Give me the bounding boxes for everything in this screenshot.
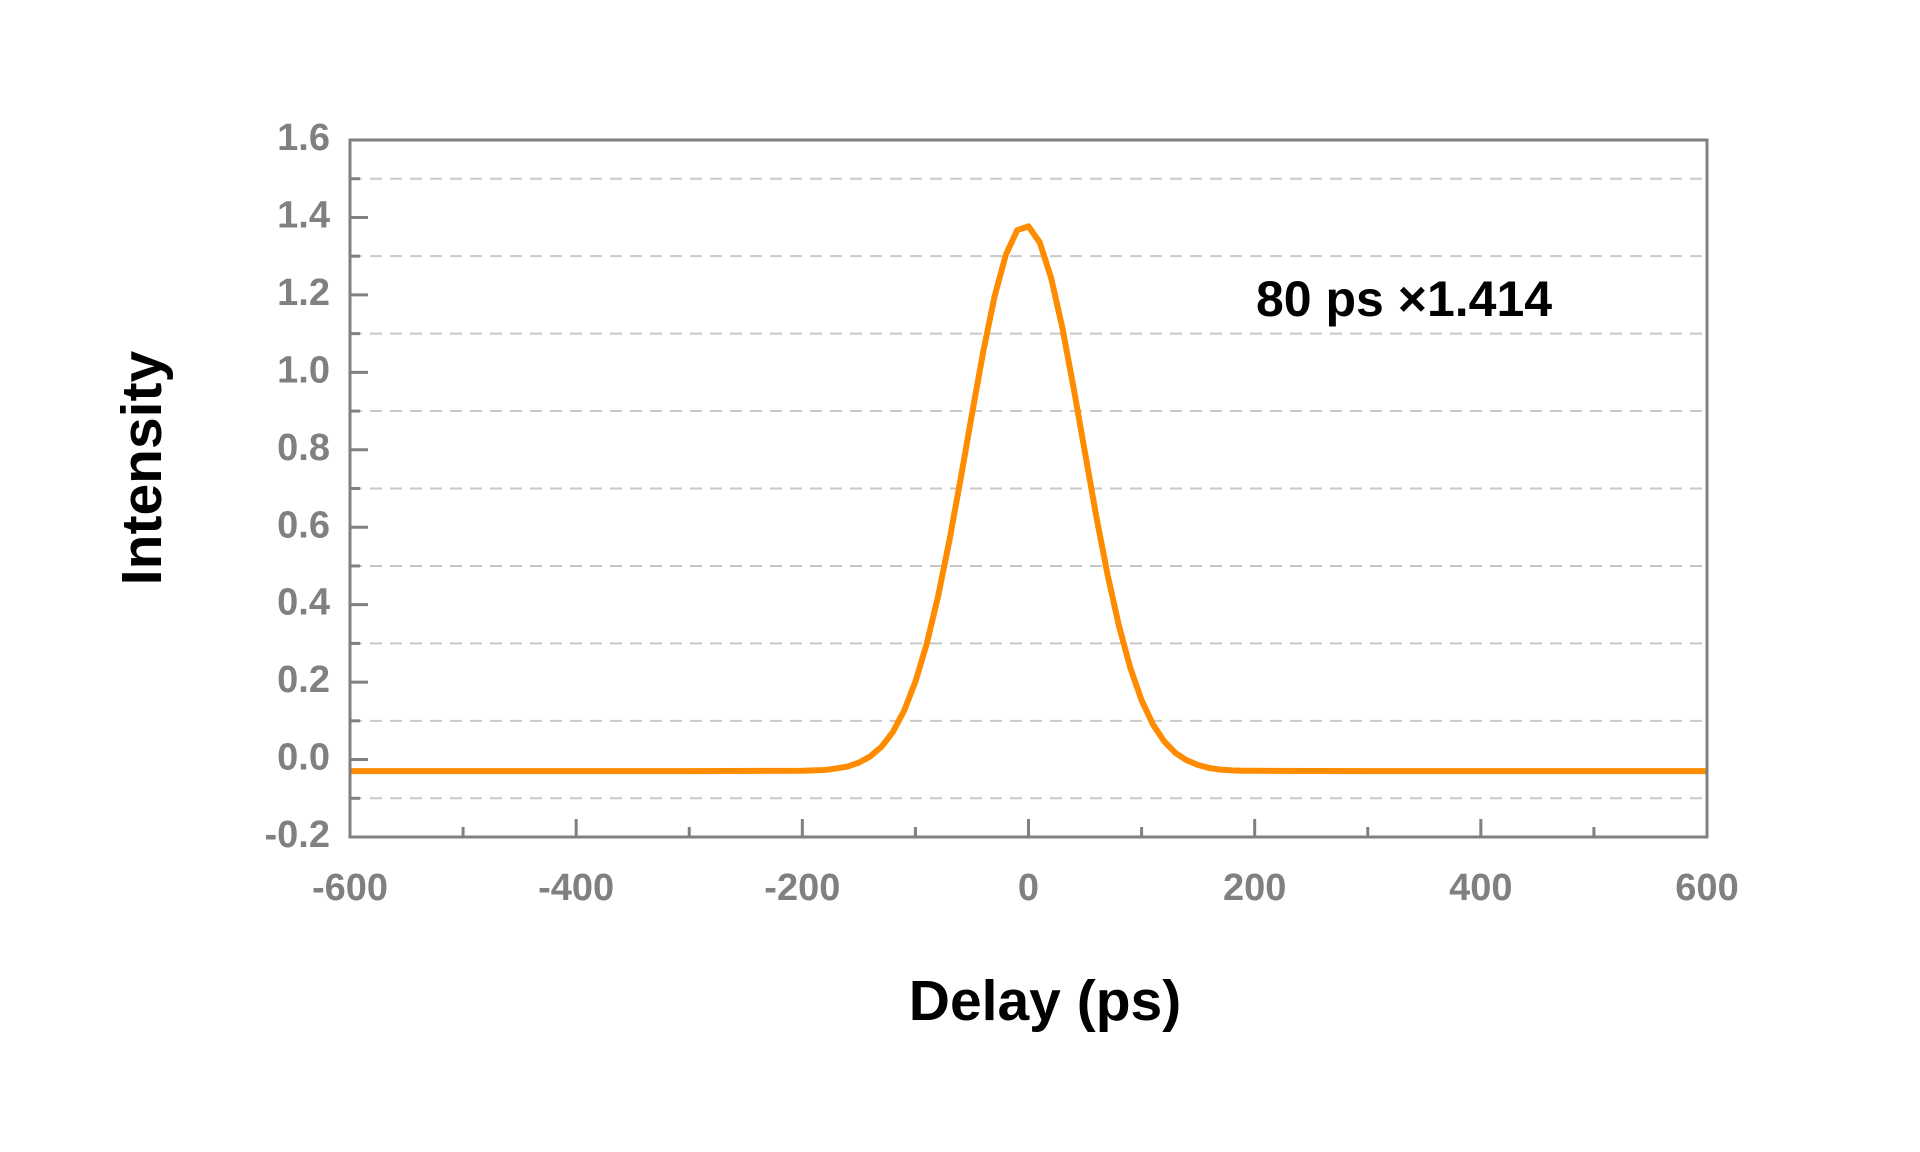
y-tick-label: 1.4 <box>277 194 330 236</box>
y-tick-label: 0.2 <box>277 659 330 701</box>
y-axis-label: Intensity <box>110 351 174 586</box>
x-axis-label: Delay (ps) <box>909 969 1181 1033</box>
y-tick-label: -0.2 <box>265 814 330 856</box>
y-tick-label: 0.0 <box>277 737 330 779</box>
y-tick-label: 1.2 <box>277 272 330 314</box>
x-tick-label: -600 <box>312 867 388 909</box>
y-tick-label: 0.6 <box>277 504 330 546</box>
x-tick-label: 600 <box>1675 867 1738 909</box>
y-tick-label: 0.4 <box>277 582 330 624</box>
y-tick-label: 1.0 <box>277 349 330 391</box>
x-tick-label: 0 <box>1018 867 1039 909</box>
plot-frame <box>348 138 1709 839</box>
annotation: 80 ps ×1.414 <box>1256 271 1552 327</box>
y-tick-label: 1.6 <box>277 117 330 159</box>
x-tick-label: -400 <box>538 867 614 909</box>
line-series <box>350 223 1707 775</box>
x-tick-label: -200 <box>764 867 840 909</box>
y-tick-label: 0.8 <box>277 427 330 469</box>
x-tick-label: 200 <box>1223 867 1286 909</box>
x-tick-label: 400 <box>1449 867 1512 909</box>
